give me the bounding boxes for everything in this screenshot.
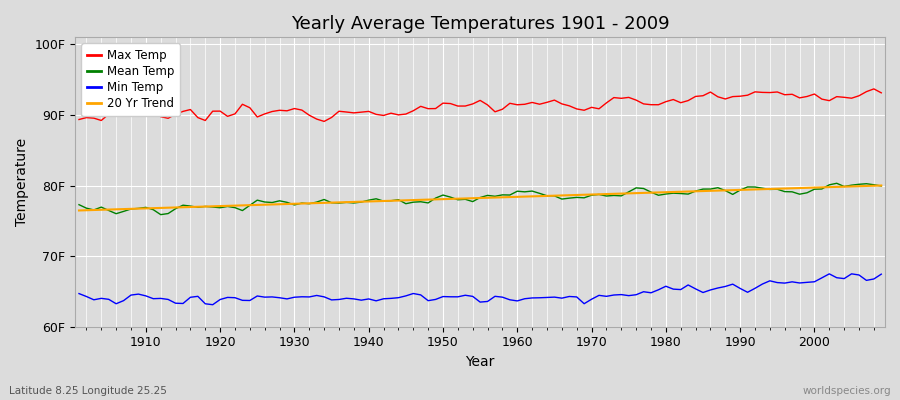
Title: Yearly Average Temperatures 1901 - 2009: Yearly Average Temperatures 1901 - 2009: [291, 15, 670, 33]
Legend: Max Temp, Mean Temp, Min Temp, 20 Yr Trend: Max Temp, Mean Temp, Min Temp, 20 Yr Tre…: [81, 43, 180, 116]
Y-axis label: Temperature: Temperature: [15, 138, 29, 226]
Text: Latitude 8.25 Longitude 25.25: Latitude 8.25 Longitude 25.25: [9, 386, 166, 396]
X-axis label: Year: Year: [465, 355, 495, 369]
Text: worldspecies.org: worldspecies.org: [803, 386, 891, 396]
